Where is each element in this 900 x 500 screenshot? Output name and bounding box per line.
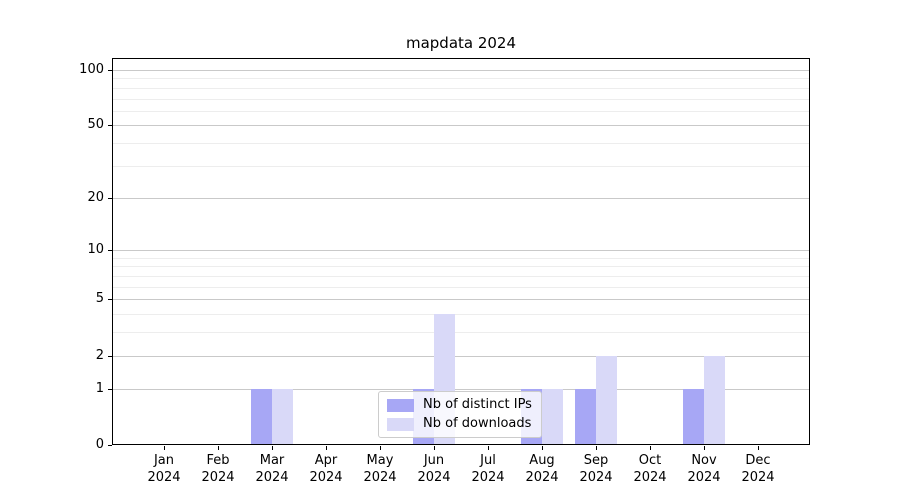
legend-label-distinct-ips: Nb of distinct IPs bbox=[423, 397, 532, 412]
x-tick-label-mar: Mar 2024 bbox=[255, 453, 289, 485]
x-tick-oct bbox=[650, 446, 651, 450]
y-tick-100 bbox=[108, 70, 112, 71]
y-gridline-minor-9 bbox=[112, 258, 810, 259]
y-tick-5 bbox=[108, 299, 112, 300]
x-tick-label-oct: Oct 2024 bbox=[633, 453, 667, 485]
x-tick-feb bbox=[218, 446, 219, 450]
y-gridline-1 bbox=[112, 389, 810, 390]
x-tick-mar bbox=[272, 446, 273, 450]
x-tick-jan bbox=[164, 446, 165, 450]
x-tick-nov bbox=[704, 446, 705, 450]
bar-distinct-ips-mar bbox=[251, 389, 272, 445]
x-tick-label-feb: Feb 2024 bbox=[201, 453, 235, 485]
bar-downloads-mar bbox=[272, 389, 293, 445]
y-gridline-minor-70 bbox=[112, 99, 810, 100]
y-tick-0 bbox=[108, 445, 112, 446]
x-tick-apr bbox=[326, 446, 327, 450]
y-gridline-minor-40 bbox=[112, 143, 810, 144]
y-gridline-minor-8 bbox=[112, 266, 810, 267]
y-gridline-minor-90 bbox=[112, 78, 810, 79]
y-gridline-20 bbox=[112, 198, 810, 199]
x-tick-label-sep: Sep 2024 bbox=[579, 453, 613, 485]
x-tick-jun bbox=[434, 446, 435, 450]
y-tick-label-10: 10 bbox=[87, 242, 104, 257]
legend-label-downloads: Nb of downloads bbox=[423, 416, 532, 431]
y-tick-50 bbox=[108, 125, 112, 126]
legend-item-distinct-ips: Nb of distinct IPs bbox=[387, 397, 532, 413]
x-tick-label-may: May 2024 bbox=[363, 453, 397, 485]
x-tick-aug bbox=[542, 446, 543, 450]
y-tick-label-100: 100 bbox=[79, 62, 104, 77]
x-tick-jul bbox=[488, 446, 489, 450]
y-tick-20 bbox=[108, 198, 112, 199]
legend-item-downloads: Nb of downloads bbox=[387, 416, 532, 432]
bar-downloads-nov bbox=[704, 356, 725, 445]
bar-distinct-ips-sep bbox=[575, 389, 596, 445]
x-tick-label-jun: Jun 2024 bbox=[417, 453, 451, 485]
y-gridline-minor-60 bbox=[112, 111, 810, 112]
legend: Nb of distinct IPs Nb of downloads bbox=[378, 391, 542, 438]
y-gridline-2 bbox=[112, 356, 810, 357]
y-gridline-minor-3 bbox=[112, 332, 810, 333]
x-tick-label-nov: Nov 2024 bbox=[687, 453, 721, 485]
x-tick-label-apr: Apr 2024 bbox=[309, 453, 343, 485]
y-tick-label-50: 50 bbox=[87, 117, 104, 132]
x-tick-sep bbox=[596, 446, 597, 450]
x-tick-may bbox=[380, 446, 381, 450]
y-gridline-minor-6 bbox=[112, 287, 810, 288]
y-tick-label-5: 5 bbox=[95, 291, 104, 306]
chart-title: mapdata 2024 bbox=[405, 34, 517, 52]
y-gridline-minor-4 bbox=[112, 314, 810, 315]
y-tick-1 bbox=[108, 389, 112, 390]
y-gridline-minor-30 bbox=[112, 166, 810, 167]
y-gridline-5 bbox=[112, 299, 810, 300]
y-tick-label-20: 20 bbox=[87, 190, 104, 205]
y-tick-label-2: 2 bbox=[95, 348, 104, 363]
legend-swatch-distinct-ips bbox=[387, 398, 414, 412]
y-gridline-minor-7 bbox=[112, 276, 810, 277]
y-tick-label-1: 1 bbox=[95, 381, 104, 396]
legend-swatch-downloads bbox=[387, 417, 414, 431]
bar-downloads-aug bbox=[542, 389, 563, 445]
x-tick-label-jul: Jul 2024 bbox=[471, 453, 505, 485]
x-tick-label-jan: Jan 2024 bbox=[147, 453, 181, 485]
plot-area bbox=[112, 58, 810, 445]
y-gridline-minor-80 bbox=[112, 88, 810, 89]
y-tick-10 bbox=[108, 250, 112, 251]
y-gridline-50 bbox=[112, 125, 810, 126]
x-tick-dec bbox=[758, 446, 759, 450]
y-gridline-10 bbox=[112, 250, 810, 251]
y-gridline-100 bbox=[112, 70, 810, 71]
y-tick-label-0: 0 bbox=[95, 437, 104, 452]
bar-downloads-sep bbox=[596, 356, 617, 445]
x-tick-label-aug: Aug 2024 bbox=[525, 453, 559, 485]
x-tick-label-dec: Dec 2024 bbox=[741, 453, 775, 485]
bar-distinct-ips-nov bbox=[683, 389, 704, 445]
y-tick-2 bbox=[108, 356, 112, 357]
